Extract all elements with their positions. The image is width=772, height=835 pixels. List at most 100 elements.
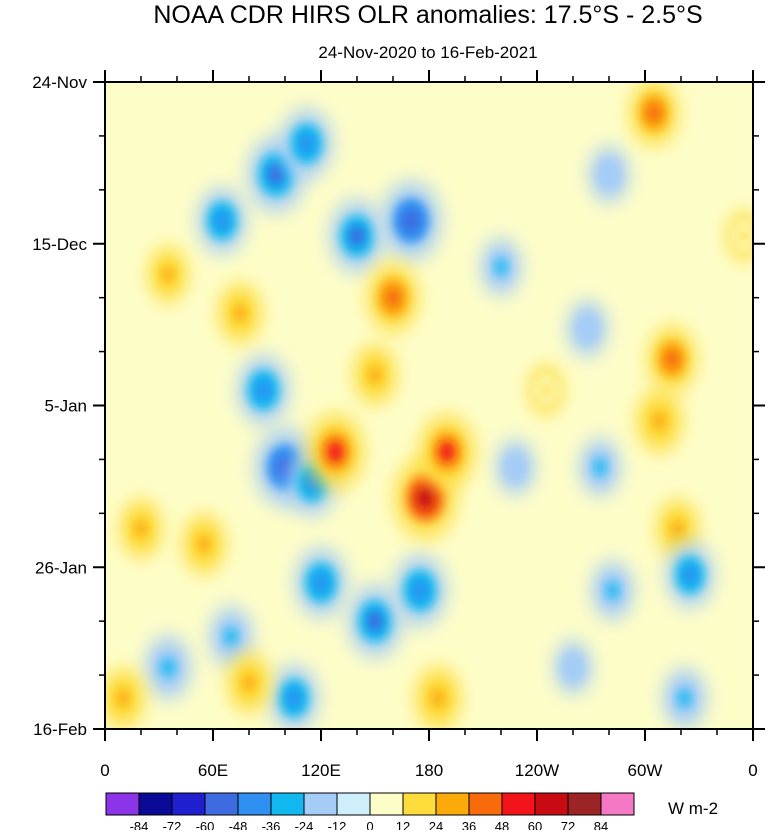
anomaly-core: [267, 163, 285, 186]
colorbar-label: 48: [495, 819, 509, 830]
anomaly-cell-34: [647, 325, 697, 394]
colorbar-label: 36: [462, 819, 476, 830]
anomaly-cell-2: [280, 107, 333, 180]
anomaly-core: [439, 441, 455, 463]
y-tick-label: 26-Jan: [35, 558, 87, 577]
y-tick-label: 16-Feb: [33, 720, 87, 739]
anomaly-cell-16: [306, 412, 365, 491]
anomaly-cell-17: [366, 262, 420, 334]
colorbar-swatch: [369, 792, 404, 816]
anomaly-cell-4: [380, 180, 442, 262]
colorbar-label: -24: [295, 819, 314, 830]
anomaly-core: [233, 304, 247, 322]
colorbar-swatch: [468, 792, 503, 816]
colorbar-swatch: [237, 792, 272, 816]
anomaly-cell-22: [147, 245, 189, 304]
anomaly-cell-39: [528, 364, 564, 416]
anomaly-core: [603, 166, 615, 183]
colorbar-label: 24: [429, 819, 443, 830]
x-tick-label: 60E: [198, 761, 228, 780]
anomaly-core: [135, 520, 147, 538]
anomaly-core: [299, 133, 314, 154]
anomaly-core: [412, 580, 428, 601]
anomaly-core: [402, 209, 420, 232]
colorbar-label: -60: [196, 819, 215, 830]
anomaly-core: [606, 581, 619, 599]
anomaly-core: [652, 411, 666, 430]
anomaly-cell-35: [636, 388, 683, 454]
anomaly-cell-38: [662, 667, 707, 729]
anomaly-cell-29: [567, 299, 608, 358]
anomaly-cell-3: [329, 198, 385, 274]
colorbar-label: -12: [328, 819, 347, 830]
y-tick-label: 24-Nov: [32, 73, 87, 92]
anomaly-cell-37: [665, 541, 715, 609]
anomaly-core: [495, 258, 507, 276]
anomaly-core: [581, 320, 594, 337]
x-tick-label: 180: [415, 761, 443, 780]
colorbar-label: -72: [163, 819, 182, 830]
colorbar-swatch: [402, 792, 437, 816]
y-tick-label: 15-Dec: [32, 235, 87, 254]
anomaly-core: [215, 211, 229, 231]
colorbar-label: -48: [229, 819, 248, 830]
colorbar-swatch: [204, 792, 239, 816]
anomaly-cell-11: [209, 605, 253, 668]
colorbar-label: -84: [130, 819, 149, 830]
colorbar-swatch: [138, 792, 173, 816]
anomaly-cell-40: [726, 210, 753, 262]
x-tick-label: 0: [748, 761, 757, 780]
anomaly-cell-15: [418, 413, 476, 490]
anomaly-cell-32: [553, 639, 593, 695]
colorbar-label: 72: [561, 819, 575, 830]
anomaly-cell-0: [197, 186, 247, 255]
anomaly-core: [368, 366, 382, 384]
anomaly-cell-27: [495, 438, 536, 496]
anomaly-cell-31: [591, 560, 634, 621]
anomaly-core: [416, 486, 435, 510]
anomaly-cell-8: [294, 547, 348, 619]
colorbar-swatch: [270, 792, 305, 816]
x-tick-label: 120W: [515, 761, 559, 780]
anomaly-core: [242, 674, 256, 692]
colorbar-swatch: [435, 792, 470, 816]
anomaly-cell-5: [237, 354, 290, 426]
anomaly-core: [161, 658, 175, 677]
anomaly-cell-12: [144, 634, 192, 700]
anomaly-cell-23: [105, 667, 145, 729]
colorbar-swatch: [501, 792, 536, 816]
anomaly-core: [385, 287, 401, 308]
anomaly-core: [349, 225, 365, 247]
anomaly-cell-18: [353, 343, 397, 406]
anomaly-core: [665, 349, 679, 369]
anomaly-cell-28: [588, 145, 630, 204]
anomaly-core: [678, 689, 691, 707]
anomaly-core: [327, 440, 344, 463]
anomaly-core: [683, 565, 697, 585]
x-tick-label: 0: [100, 761, 109, 780]
colorbar-swatch: [105, 792, 140, 816]
anomaly-core: [594, 458, 606, 476]
anomaly-core: [256, 380, 271, 401]
colorbar-label: 12: [396, 819, 410, 830]
anomaly-core: [431, 689, 445, 708]
anomaly-core: [197, 535, 211, 553]
anomaly-cell-30: [579, 437, 621, 497]
colorbar-label: 84: [594, 819, 608, 830]
anomaly-cell-33: [629, 82, 679, 147]
anomaly-core: [313, 572, 329, 593]
anomaly-cell-19: [182, 513, 226, 575]
y-tick-label: 5-Jan: [44, 397, 87, 416]
anomaly-core: [224, 627, 238, 646]
anomaly-cell-21: [218, 282, 262, 344]
x-tick-label: 60W: [628, 761, 663, 780]
colorbar-swatch: [303, 792, 338, 816]
colorbar-label: 0: [366, 819, 373, 830]
plot-area: [105, 82, 753, 729]
colorbar-swatch: [534, 792, 569, 816]
anomaly-cell-10: [393, 553, 447, 627]
anomaly-core: [509, 459, 521, 476]
anomaly-core: [671, 520, 684, 538]
colorbar-swatch: [336, 792, 371, 816]
